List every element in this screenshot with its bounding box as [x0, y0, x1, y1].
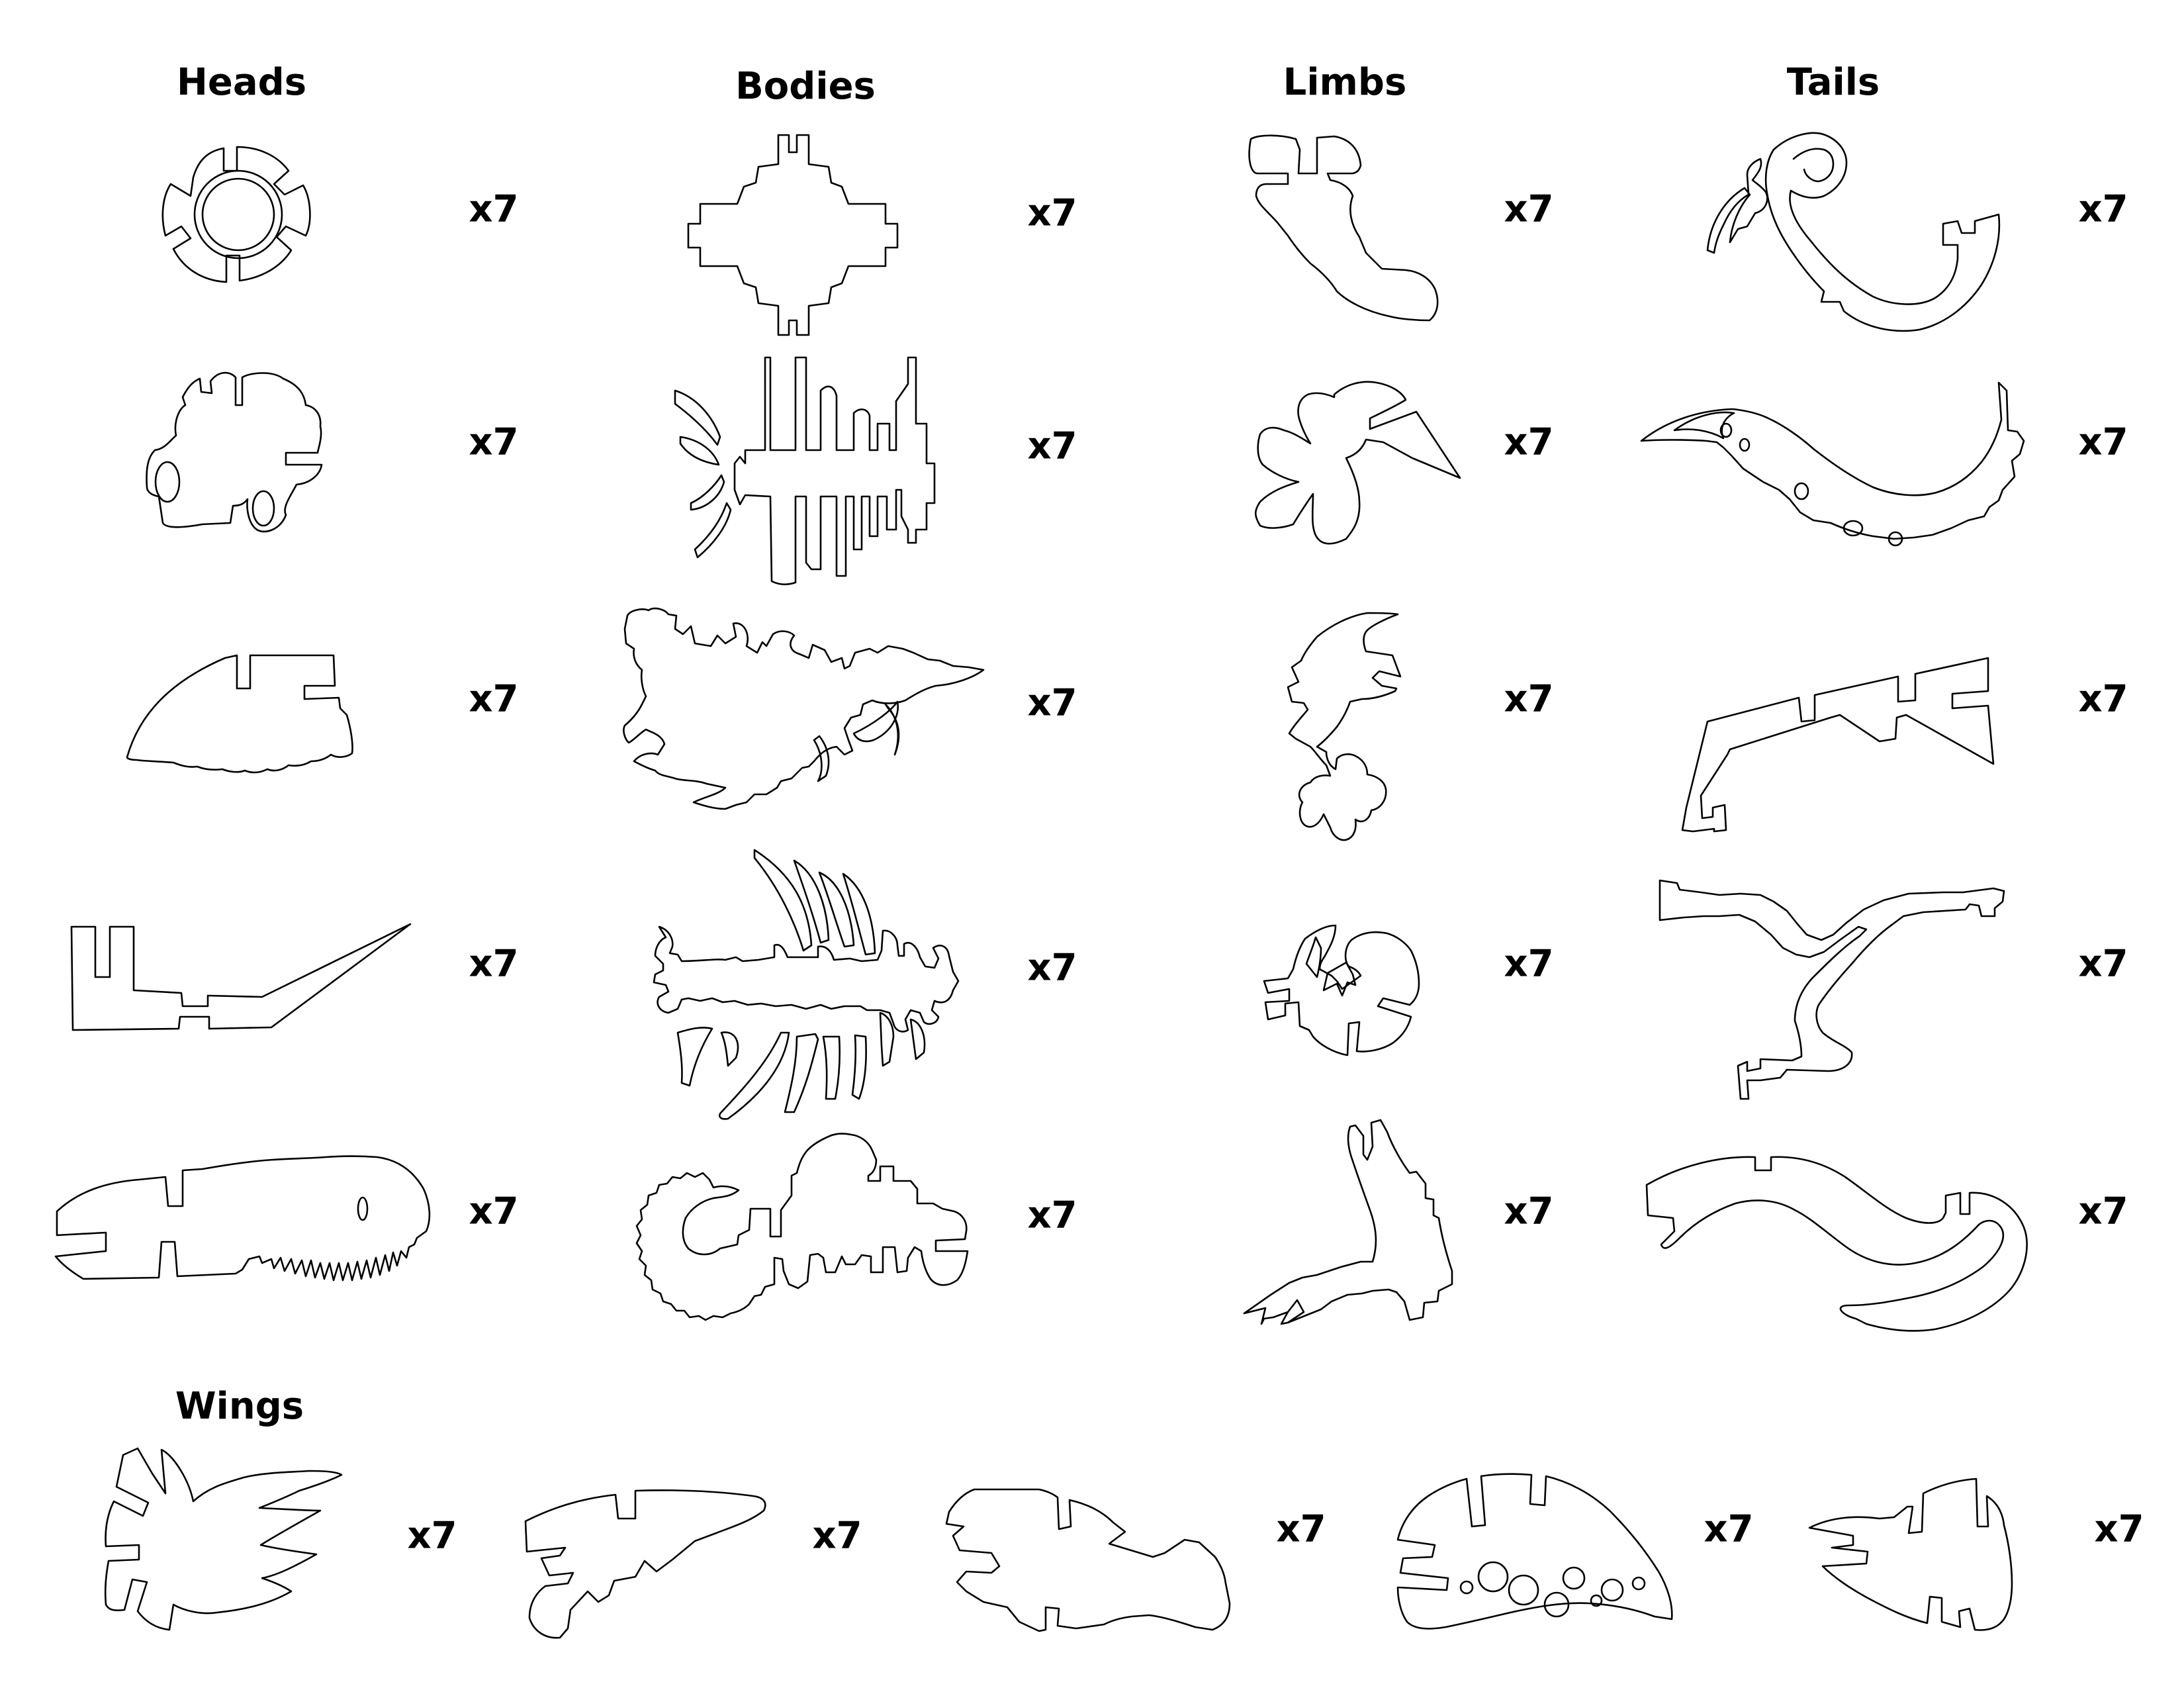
- tail-1: [1707, 133, 1999, 331]
- tail-4: [1660, 880, 2004, 1099]
- head-2: [147, 373, 322, 532]
- head-1: [163, 147, 310, 282]
- body-3: [623, 608, 983, 809]
- head-3: [127, 655, 353, 773]
- limb-2: [1255, 382, 1460, 543]
- limb-4: [1264, 925, 1419, 1055]
- body-1: [688, 135, 897, 335]
- wing-4: [1398, 1474, 1672, 1629]
- wing-1: [105, 1448, 341, 1630]
- head-4: [71, 924, 410, 1030]
- wing-3: [946, 1489, 1230, 1631]
- wing-5: [1809, 1479, 2012, 1630]
- limb-3: [1288, 613, 1400, 840]
- tail-2: [1641, 383, 2024, 545]
- body-5: [637, 1134, 968, 1320]
- wing-2: [525, 1490, 765, 1638]
- body-2: [675, 357, 934, 585]
- tail-3: [1682, 658, 1993, 831]
- head-5: [56, 1156, 430, 1281]
- tail-5: [1647, 1157, 2027, 1331]
- body-4: [654, 850, 958, 1119]
- limb-1: [1250, 136, 1438, 320]
- limb-5: [1244, 1120, 1452, 1324]
